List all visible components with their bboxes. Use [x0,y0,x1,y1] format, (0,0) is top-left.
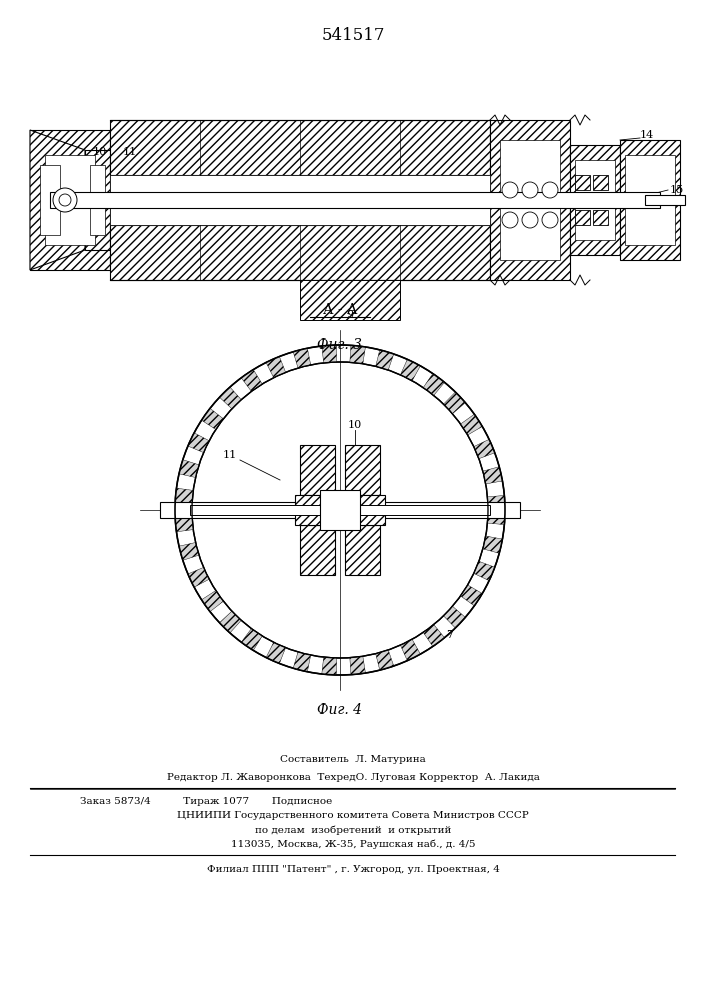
Bar [110,175,490,225]
Circle shape [192,362,488,658]
Wedge shape [474,439,495,459]
Wedge shape [375,350,394,370]
Bar [160,502,520,518]
Wedge shape [266,357,286,378]
Wedge shape [219,611,241,633]
Text: 10: 10 [348,420,362,430]
Bar [300,280,400,320]
Bar [345,525,380,575]
Bar [500,140,560,260]
Bar [575,175,590,190]
Bar [85,150,110,250]
Wedge shape [350,345,366,364]
Bar [90,165,105,235]
Wedge shape [175,488,193,503]
Polygon shape [30,130,85,270]
Bar [320,490,360,530]
Text: 7: 7 [447,630,453,640]
Wedge shape [241,629,262,650]
Bar [570,145,620,255]
Bar [645,195,685,205]
Bar [593,175,608,190]
Circle shape [542,182,558,198]
Wedge shape [293,348,310,368]
Wedge shape [201,408,223,429]
Text: 14: 14 [640,130,654,140]
Wedge shape [400,639,421,661]
Wedge shape [460,585,482,606]
Wedge shape [188,433,209,453]
Text: 11: 11 [223,450,237,460]
Bar [110,225,490,280]
Text: Заказ 5873/4          Тираж 1077       Подписное: Заказ 5873/4 Тираж 1077 Подписное [80,798,332,806]
Bar [490,120,570,280]
Wedge shape [423,625,445,646]
Bar [30,145,60,255]
Bar [300,525,335,575]
Bar [40,165,60,235]
Circle shape [502,212,518,228]
Wedge shape [179,542,199,560]
Bar [300,445,335,495]
Bar [30,130,110,270]
Text: Фиг. 4: Фиг. 4 [317,703,363,717]
Wedge shape [219,387,241,409]
Circle shape [53,188,77,212]
Wedge shape [188,567,209,587]
Circle shape [542,212,558,228]
Wedge shape [175,517,193,532]
Wedge shape [400,359,421,381]
Bar [593,210,608,225]
Bar [50,192,660,208]
Bar [190,505,490,515]
Bar [110,120,490,175]
Wedge shape [375,650,394,670]
Wedge shape [266,642,286,663]
Text: 541517: 541517 [321,26,385,43]
Wedge shape [241,370,262,391]
Bar [345,445,380,495]
Text: Редактор Л. Жаворонкова  ТехредО. Луговая Корректор  А. Лакида: Редактор Л. Жаворонкова ТехредО. Луговая… [167,774,539,782]
Wedge shape [350,656,366,675]
Wedge shape [322,345,337,363]
Text: ЦНИИПИ Государственного комитета Совета Министров СССР: ЦНИИПИ Государственного комитета Совета … [177,812,529,820]
Wedge shape [460,414,482,435]
Text: 11: 11 [123,147,137,157]
Circle shape [522,182,538,198]
Wedge shape [487,510,505,525]
Wedge shape [483,467,503,484]
Circle shape [502,182,518,198]
Bar [575,160,615,240]
Bar [625,155,675,245]
Wedge shape [423,374,445,395]
Bar [45,155,95,245]
Text: 10: 10 [93,147,107,157]
Text: 15: 15 [670,185,684,195]
Wedge shape [293,652,310,672]
Bar [575,210,590,225]
Bar [620,140,680,260]
Text: Составитель  Л. Матурина: Составитель Л. Матурина [280,756,426,764]
Circle shape [522,212,538,228]
Circle shape [175,345,505,675]
Wedge shape [322,657,337,675]
Text: Фиг. 3: Фиг. 3 [317,338,363,352]
Wedge shape [483,536,503,553]
Wedge shape [487,495,505,510]
Text: по делам  изобретений  и открытий: по делам изобретений и открытий [255,825,451,835]
Wedge shape [443,606,465,628]
Text: А - А: А - А [323,303,357,317]
Text: Филиал ППП "Патент" , г. Ужгород, ул. Проектная, 4: Филиал ППП "Патент" , г. Ужгород, ул. Пр… [206,865,499,874]
Wedge shape [179,460,199,478]
Wedge shape [201,591,223,612]
Circle shape [59,194,71,206]
Wedge shape [443,392,465,414]
Bar [295,495,385,525]
Text: 113035, Москва, Ж-35, Раушская наб., д. 4/5: 113035, Москва, Ж-35, Раушская наб., д. … [230,839,475,849]
Wedge shape [474,561,495,581]
Text: 9: 9 [346,310,354,320]
